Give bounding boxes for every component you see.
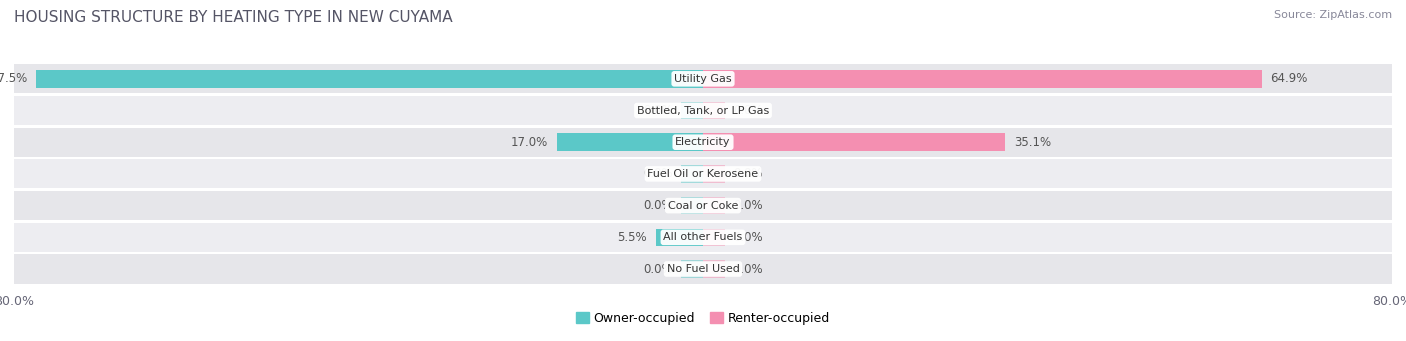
Bar <box>14 159 1392 189</box>
Bar <box>35 70 703 88</box>
Text: 0.0%: 0.0% <box>733 167 763 180</box>
Text: Fuel Oil or Kerosene: Fuel Oil or Kerosene <box>647 169 759 179</box>
Text: 0.0%: 0.0% <box>733 199 763 212</box>
Text: Electricity: Electricity <box>675 137 731 147</box>
Legend: Owner-occupied, Renter-occupied: Owner-occupied, Renter-occupied <box>571 307 835 330</box>
Text: All other Fuels: All other Fuels <box>664 232 742 242</box>
Bar <box>14 96 1392 125</box>
Bar <box>703 102 724 119</box>
Bar <box>655 228 703 246</box>
Text: Utility Gas: Utility Gas <box>675 74 731 84</box>
Bar <box>682 260 703 278</box>
Text: 17.0%: 17.0% <box>510 136 548 149</box>
Text: 0.0%: 0.0% <box>733 263 763 276</box>
Text: 5.5%: 5.5% <box>617 231 647 244</box>
Text: 0.0%: 0.0% <box>643 167 673 180</box>
Bar <box>14 64 1392 93</box>
Bar <box>703 133 1005 151</box>
Bar <box>557 133 703 151</box>
Bar <box>703 228 724 246</box>
Text: 64.9%: 64.9% <box>1271 72 1308 85</box>
Bar <box>682 102 703 119</box>
Text: Bottled, Tank, or LP Gas: Bottled, Tank, or LP Gas <box>637 105 769 116</box>
Bar <box>703 197 724 214</box>
Text: Coal or Coke: Coal or Coke <box>668 201 738 211</box>
Text: 0.0%: 0.0% <box>733 231 763 244</box>
Bar <box>682 165 703 183</box>
Bar <box>682 197 703 214</box>
Bar <box>14 223 1392 252</box>
Text: 77.5%: 77.5% <box>0 72 27 85</box>
Text: 0.0%: 0.0% <box>643 263 673 276</box>
Bar <box>703 165 724 183</box>
Bar <box>703 70 1263 88</box>
Text: 35.1%: 35.1% <box>1014 136 1052 149</box>
Bar <box>14 191 1392 220</box>
Text: 0.0%: 0.0% <box>733 104 763 117</box>
Text: Source: ZipAtlas.com: Source: ZipAtlas.com <box>1274 10 1392 20</box>
Text: 0.0%: 0.0% <box>643 104 673 117</box>
Text: HOUSING STRUCTURE BY HEATING TYPE IN NEW CUYAMA: HOUSING STRUCTURE BY HEATING TYPE IN NEW… <box>14 10 453 25</box>
Text: 0.0%: 0.0% <box>643 199 673 212</box>
Bar <box>14 128 1392 157</box>
Text: No Fuel Used: No Fuel Used <box>666 264 740 274</box>
Bar <box>14 254 1392 284</box>
Bar <box>703 260 724 278</box>
